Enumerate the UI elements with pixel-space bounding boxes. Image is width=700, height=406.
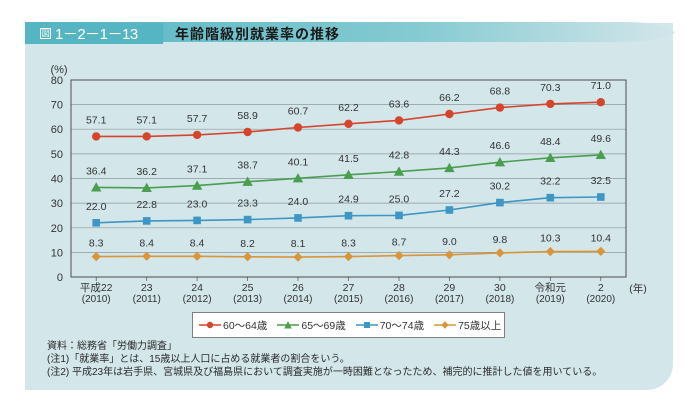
svg-text:41.5: 41.5 bbox=[338, 153, 359, 165]
svg-text:10.3: 10.3 bbox=[540, 233, 561, 245]
svg-text:70: 70 bbox=[51, 100, 63, 112]
svg-text:42.8: 42.8 bbox=[389, 150, 410, 162]
svg-text:30.2: 30.2 bbox=[490, 181, 511, 193]
svg-text:(2017): (2017) bbox=[435, 294, 464, 305]
svg-text:8.3: 8.3 bbox=[341, 238, 356, 250]
svg-text:25: 25 bbox=[242, 282, 254, 294]
svg-text:(2012): (2012) bbox=[183, 294, 212, 305]
svg-text:8.1: 8.1 bbox=[291, 238, 306, 250]
svg-text:38.7: 38.7 bbox=[237, 160, 258, 172]
svg-text:57.1: 57.1 bbox=[86, 114, 107, 126]
svg-text:30: 30 bbox=[51, 198, 63, 210]
svg-text:(2020): (2020) bbox=[586, 294, 615, 305]
svg-text:36.2: 36.2 bbox=[136, 166, 157, 178]
svg-text:8.2: 8.2 bbox=[240, 238, 255, 250]
svg-text:23.0: 23.0 bbox=[187, 198, 208, 210]
svg-text:40.1: 40.1 bbox=[288, 156, 309, 168]
svg-text:62.2: 62.2 bbox=[338, 102, 359, 114]
svg-text:10.4: 10.4 bbox=[591, 232, 612, 244]
svg-text:(2011): (2011) bbox=[133, 294, 161, 305]
svg-text:60.7: 60.7 bbox=[288, 106, 309, 118]
svg-text:24.9: 24.9 bbox=[338, 194, 359, 206]
svg-text:49.6: 49.6 bbox=[591, 133, 612, 145]
svg-text:80: 80 bbox=[51, 75, 63, 87]
svg-text:27.2: 27.2 bbox=[439, 188, 460, 200]
svg-text:44.3: 44.3 bbox=[439, 146, 460, 158]
svg-text:32.5: 32.5 bbox=[591, 175, 612, 187]
svg-text:8.7: 8.7 bbox=[392, 237, 407, 249]
svg-text:(2019): (2019) bbox=[536, 294, 565, 305]
svg-text:0: 0 bbox=[57, 272, 63, 284]
svg-text:40: 40 bbox=[51, 174, 63, 186]
svg-text:22.8: 22.8 bbox=[136, 199, 157, 211]
svg-text:平成22: 平成22 bbox=[80, 282, 113, 294]
svg-text:9.8: 9.8 bbox=[493, 234, 508, 246]
svg-text:10: 10 bbox=[51, 247, 63, 259]
svg-text:(年): (年) bbox=[629, 282, 647, 295]
svg-text:(2015): (2015) bbox=[334, 294, 363, 305]
svg-text:(2014): (2014) bbox=[284, 294, 313, 305]
svg-text:37.1: 37.1 bbox=[187, 164, 208, 176]
svg-text:8.3: 8.3 bbox=[89, 238, 104, 250]
svg-text:(2010): (2010) bbox=[82, 294, 111, 305]
svg-text:(2018): (2018) bbox=[485, 294, 514, 305]
svg-text:30: 30 bbox=[494, 282, 506, 294]
svg-text:26: 26 bbox=[292, 282, 304, 294]
svg-text:58.9: 58.9 bbox=[237, 110, 258, 122]
svg-text:68.8: 68.8 bbox=[490, 86, 511, 98]
svg-text:23: 23 bbox=[141, 282, 153, 294]
svg-text:25.0: 25.0 bbox=[389, 193, 410, 205]
svg-text:71.0: 71.0 bbox=[591, 80, 612, 92]
svg-text:28: 28 bbox=[393, 282, 405, 294]
svg-text:22.0: 22.0 bbox=[86, 201, 107, 213]
svg-text:32.2: 32.2 bbox=[540, 176, 561, 188]
svg-text:70.3: 70.3 bbox=[540, 82, 561, 94]
svg-text:8.4: 8.4 bbox=[190, 237, 205, 249]
svg-text:(2013): (2013) bbox=[233, 294, 262, 305]
svg-text:2: 2 bbox=[598, 282, 604, 294]
svg-text:23.3: 23.3 bbox=[237, 198, 258, 210]
svg-text:48.4: 48.4 bbox=[540, 136, 561, 148]
svg-text:50: 50 bbox=[51, 149, 63, 161]
svg-text:24: 24 bbox=[191, 282, 203, 294]
svg-text:60: 60 bbox=[51, 124, 63, 136]
svg-text:8.4: 8.4 bbox=[139, 237, 154, 249]
svg-text:令和元: 令和元 bbox=[535, 281, 567, 294]
svg-text:20: 20 bbox=[51, 223, 63, 235]
svg-text:29: 29 bbox=[444, 282, 456, 294]
svg-text:66.2: 66.2 bbox=[439, 92, 460, 104]
svg-text:(2016): (2016) bbox=[385, 294, 414, 305]
svg-text:27: 27 bbox=[343, 282, 355, 294]
svg-text:36.4: 36.4 bbox=[86, 165, 107, 177]
svg-text:57.7: 57.7 bbox=[187, 113, 208, 125]
svg-text:24.0: 24.0 bbox=[288, 196, 309, 208]
svg-text:46.6: 46.6 bbox=[490, 140, 511, 152]
svg-text:57.1: 57.1 bbox=[136, 114, 157, 126]
svg-text:63.6: 63.6 bbox=[389, 98, 410, 110]
svg-text:9.0: 9.0 bbox=[442, 236, 457, 248]
